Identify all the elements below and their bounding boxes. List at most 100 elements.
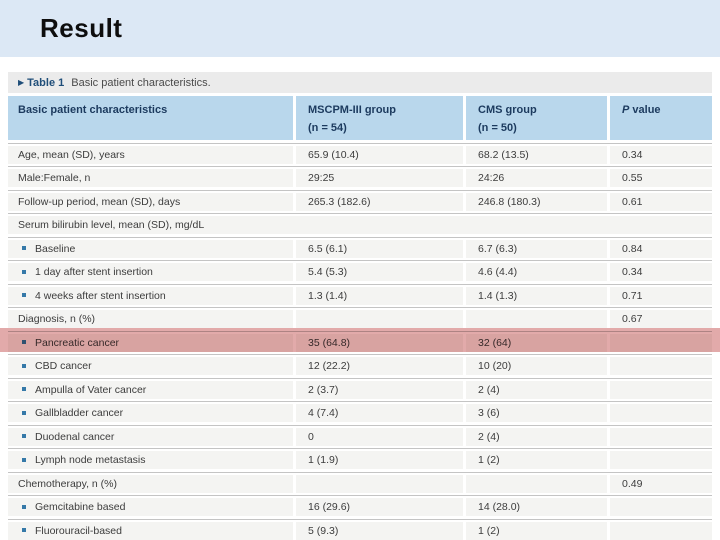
cell-cms-value: 32 (64) xyxy=(463,333,607,352)
caption-text: Basic patient characteristics. xyxy=(71,77,211,89)
table-row: Ampulla of Vater cancer 2 (3.7) 2 (4) xyxy=(8,377,712,399)
cell-cms-value: 1 (2) xyxy=(463,451,607,469)
cell-characteristic: Male:Female, n xyxy=(8,169,293,187)
cell-cms-value xyxy=(463,310,607,328)
table-row: Male:Female, n 29:25 24:26 0.55 xyxy=(8,166,712,187)
cell-cms-value: 6.7 (6.3) xyxy=(463,239,607,258)
cell-mscpm-value: 6.5 (6.1) xyxy=(293,239,463,258)
cell-mscpm-value: 265.3 (182.6) xyxy=(293,192,463,211)
cell-p-value xyxy=(607,451,712,469)
bullet-icon xyxy=(22,387,26,392)
cell-p-value: 0.55 xyxy=(607,169,712,187)
cell-characteristic: Gemcitabine based xyxy=(8,498,293,516)
cell-p-value: 0.71 xyxy=(607,286,712,305)
cell-cms-value: 3 (6) xyxy=(463,404,607,422)
cell-p-value: 0.34 xyxy=(607,263,712,281)
table-row: Gemcitabine based 16 (29.6) 14 (28.0) xyxy=(8,495,712,516)
table-row: 4 weeks after stent insertion 1.3 (1.4) 1.… xyxy=(8,283,712,305)
bullet-icon xyxy=(22,504,26,509)
cell-mscpm-value: 5 (9.3) xyxy=(293,521,463,540)
cell-p-value xyxy=(607,521,712,540)
cell-cms-value xyxy=(463,474,607,493)
table-header-row: Basic patient characteristics MSCPM-III … xyxy=(8,96,712,140)
cell-mscpm-value xyxy=(293,310,463,328)
cell-mscpm-value: 2 (3.7) xyxy=(293,380,463,399)
cell-mscpm-value: 5.4 (5.3) xyxy=(293,263,463,281)
cell-characteristic: CBD cancer xyxy=(8,357,293,375)
cell-cms-value: 2 (4) xyxy=(463,427,607,446)
cell-characteristic: Ampulla of Vater cancer xyxy=(8,380,293,399)
bullet-icon xyxy=(22,363,26,368)
bullet-icon xyxy=(22,293,26,298)
cell-cms-value: 68.2 (13.5) xyxy=(463,145,607,164)
cell-p-value xyxy=(607,380,712,399)
bullet-icon xyxy=(22,269,26,274)
page-title: Result xyxy=(40,13,123,43)
cell-characteristic: Diagnosis, n (%) xyxy=(8,310,293,328)
cell-cms-value: 2 (4) xyxy=(463,380,607,399)
cell-characteristic: Duodenal cancer xyxy=(8,427,293,446)
table-row: 1 day after stent insertion 5.4 (5.3) 4.6 … xyxy=(8,260,712,281)
cell-characteristic: Follow-up period, mean (SD), days xyxy=(8,192,293,211)
table-row: Lymph node metastasis 1 (1.9) 1 (2) xyxy=(8,448,712,469)
cell-cms-value: 4.6 (4.4) xyxy=(463,263,607,281)
bullet-icon xyxy=(22,434,26,439)
table-container: ▶ Table 1 Basic patient characteristics. B… xyxy=(8,72,712,540)
cell-mscpm-value: 1.3 (1.4) xyxy=(293,286,463,305)
caption-label: Table 1 xyxy=(27,77,65,89)
cell-characteristic: Baseline xyxy=(8,239,293,258)
cell-cms-value: 1.4 (1.3) xyxy=(463,286,607,305)
cell-mscpm-value: 29:25 xyxy=(293,169,463,187)
cell-cms-value: 10 (20) xyxy=(463,357,607,375)
table-row: CBD cancer 12 (22.2) 10 (20) xyxy=(8,354,712,375)
table-row: Chemotherapy, n (%) 0.49 xyxy=(8,471,712,493)
table-row: Fluorouracil-based 5 (9.3) 1 (2) xyxy=(8,518,712,540)
table-row: Gallbladder cancer 4 (7.4) 3 (6) xyxy=(8,401,712,422)
header-cell-p-value: P value xyxy=(607,96,712,140)
table-row: Diagnosis, n (%) 0.67 xyxy=(8,307,712,328)
cell-cms-value: 246.8 (180.3) xyxy=(463,192,607,211)
cell-characteristic: Pancreatic cancer xyxy=(8,333,293,352)
cell-characteristic: Fluorouracil-based xyxy=(8,521,293,540)
cell-cms-value: 14 (28.0) xyxy=(463,498,607,516)
bullet-icon xyxy=(22,410,26,415)
header-cell-cms-group: CMS group (n = 50) xyxy=(463,96,607,140)
header-cell-mscpm-group: MSCPM-III group (n = 54) xyxy=(293,96,463,140)
caption-arrow-icon: ▶ xyxy=(18,78,25,87)
table-row: Pancreatic cancer 35 (64.8) 32 (64) xyxy=(8,330,712,352)
bullet-icon xyxy=(22,246,26,251)
cell-characteristic: 1 day after stent insertion xyxy=(8,263,293,281)
table-row: Follow-up period, mean (SD), days 265.3 (… xyxy=(8,189,712,211)
cell-p-value xyxy=(607,357,712,375)
cell-mscpm-value: 4 (7.4) xyxy=(293,404,463,422)
cell-p-value xyxy=(607,427,712,446)
table-row: Age, mean (SD), years 65.9 (10.4) 68.2 (13… xyxy=(8,142,712,164)
cell-p-value xyxy=(607,333,712,352)
cell-p-value: 0.49 xyxy=(607,474,712,493)
cell-p-value xyxy=(607,498,712,516)
cell-mscpm-value: 35 (64.8) xyxy=(293,333,463,352)
cell-cms-value: 1 (2) xyxy=(463,521,607,540)
cell-p-value xyxy=(607,404,712,422)
table-caption: ▶ Table 1 Basic patient characteristics. xyxy=(8,72,712,93)
cell-mscpm-value: 12 (22.2) xyxy=(293,357,463,375)
table-row: Baseline 6.5 (6.1) 6.7 (6.3) 0.84 xyxy=(8,236,712,258)
cell-characteristic: Age, mean (SD), years xyxy=(8,145,293,164)
cell-p-value: 0.61 xyxy=(607,192,712,211)
cell-mscpm-value: 0 xyxy=(293,427,463,446)
cell-characteristic: Lymph node metastasis xyxy=(8,451,293,469)
cell-mscpm-value xyxy=(293,474,463,493)
cell-characteristic: Gallbladder cancer xyxy=(8,404,293,422)
cell-mscpm-value: 16 (29.6) xyxy=(293,498,463,516)
table-body: Age, mean (SD), years 65.9 (10.4) 68.2 (13… xyxy=(8,142,712,540)
bullet-icon xyxy=(22,528,26,533)
cell-cms-value: 24:26 xyxy=(463,169,607,187)
cell-characteristic: Serum bilirubin level, mean (SD), mg/dL xyxy=(8,216,712,234)
cell-p-value: 0.67 xyxy=(607,310,712,328)
cell-p-value: 0.34 xyxy=(607,145,712,164)
cell-mscpm-value: 1 (1.9) xyxy=(293,451,463,469)
cell-p-value: 0.84 xyxy=(607,239,712,258)
title-band: Result xyxy=(0,0,720,57)
table-row: Duodenal cancer 0 2 (4) xyxy=(8,424,712,446)
